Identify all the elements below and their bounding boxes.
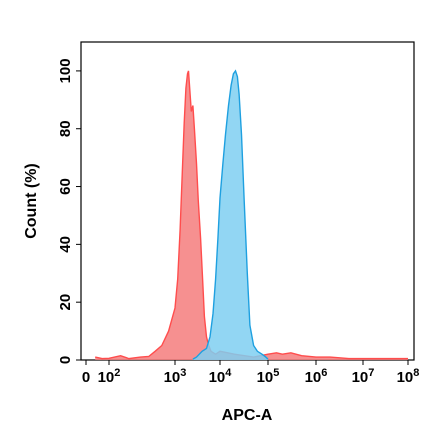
y-tick-label-3: 60	[57, 178, 74, 195]
x-tick-label-4: 105	[257, 367, 280, 386]
series-2-line	[192, 69, 269, 360]
x-axis-ticks: 0 102 103 104 105 106 107 108	[82, 360, 420, 386]
series-layer	[95, 69, 408, 361]
x-tick-label-2: 103	[164, 367, 187, 386]
y-tick-label-4: 80	[57, 120, 74, 137]
series-1-line	[95, 70, 408, 360]
x-tick-label-7: 108	[397, 367, 420, 386]
x-axis-label: APC-A	[222, 407, 273, 424]
x-tick-label-6: 107	[352, 367, 375, 386]
x-tick-label-5: 106	[305, 367, 328, 386]
y-tick-label-1: 20	[57, 294, 74, 311]
y-axis-label: Count (%)	[23, 163, 40, 239]
series-2-area	[192, 70, 268, 361]
x-tick-label-0: 0	[82, 369, 90, 386]
x-tick-label-3: 104	[209, 367, 233, 386]
y-axis-ticks: 0 20 40 60 80 100	[57, 58, 81, 364]
y-tick-label-0: 0	[57, 356, 74, 364]
x-tick-label-1: 102	[98, 367, 121, 386]
y-tick-label-5: 100	[57, 58, 74, 83]
y-tick-label-2: 40	[57, 236, 74, 253]
